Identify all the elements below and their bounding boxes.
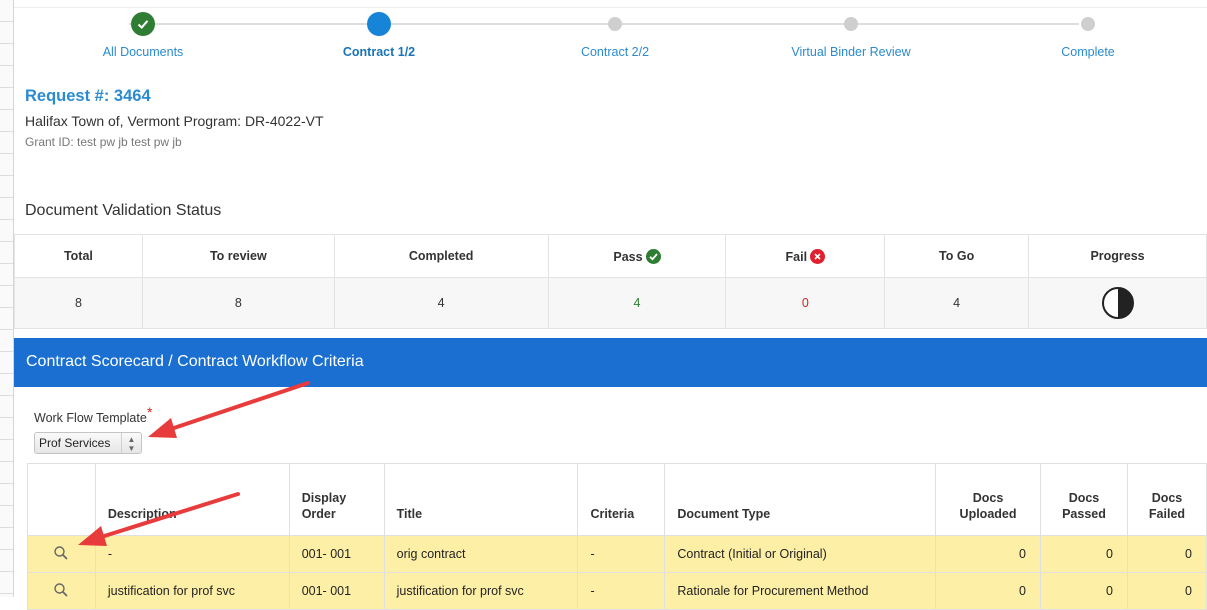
magnifier-icon[interactable]: [53, 545, 69, 561]
cell-description: justification for prof svc: [94, 572, 290, 610]
validation-status-table: Total To review Completed Pass Fail To G…: [14, 234, 1207, 329]
spreadsheet-gutter: [0, 0, 14, 597]
header-line: Order: [301, 507, 336, 521]
cell-criteria: -: [577, 535, 666, 573]
cell-docs-uploaded: 0: [935, 535, 1041, 573]
value-fail: 0: [725, 277, 886, 329]
active-step-dot: [367, 12, 391, 36]
request-title: Request #: 3464: [25, 87, 151, 105]
table-row: 8 8 4 4 0 4: [14, 277, 1207, 329]
x-circle-icon: [810, 248, 826, 264]
header-pass: Pass: [547, 234, 727, 278]
pass-label: Pass: [613, 249, 643, 264]
header-display-order[interactable]: Display Order: [288, 463, 385, 536]
criteria-table: Description Display Order Title Criteria …: [27, 463, 1207, 610]
header-line: Docs: [1151, 491, 1183, 505]
cell-title: orig contract: [383, 535, 579, 573]
table-header-row: Description Display Order Title Criteria …: [27, 463, 1207, 536]
pending-step-dot: [1081, 17, 1095, 31]
step-label: All Documents: [102, 45, 184, 59]
pending-step-dot: [608, 17, 622, 31]
validation-status-title: Document Validation Status: [25, 202, 222, 219]
table-header-row: Total To review Completed Pass Fail To G…: [14, 234, 1207, 278]
cell-title: justification for prof svc: [383, 572, 579, 610]
header-to-review: To review: [141, 234, 335, 278]
grant-id: Grant ID: test pw jb test pw jb: [25, 135, 182, 149]
header-docs-passed[interactable]: Docs Passed: [1040, 463, 1128, 536]
value-total: 8: [14, 277, 143, 329]
workflow-template-select[interactable]: Prof Services ▲ ▼: [34, 432, 142, 454]
step-label: Contract 2/2: [580, 45, 650, 59]
header-completed: Completed: [333, 234, 549, 278]
step-label: Complete: [1061, 45, 1115, 59]
cell-description: -: [94, 535, 290, 573]
request-subtitle: Halifax Town of, Vermont Program: DR-402…: [25, 113, 324, 129]
annotation-arrow-workflow: [148, 381, 310, 438]
workflow-stepper: All Documents Contract 1/2 Contract 2/2 …: [14, 0, 1207, 70]
required-marker: *: [147, 404, 153, 420]
header-description[interactable]: Description: [94, 463, 290, 536]
cell-display-order: 001- 001: [288, 535, 385, 573]
check-circle-icon: [645, 248, 661, 264]
cell-docs-passed: 0: [1040, 535, 1128, 573]
header-document-type[interactable]: Document Type: [664, 463, 937, 536]
scorecard-panel-header: Contract Scorecard / Contract Workflow C…: [14, 338, 1207, 387]
header-title[interactable]: Title: [383, 463, 579, 536]
header-docs-uploaded[interactable]: Docs Uploaded: [935, 463, 1041, 536]
cell-docs-failed: 0: [1126, 572, 1207, 610]
half-circle-progress-icon: [1101, 287, 1134, 319]
select-arrows-icon: ▲ ▼: [121, 433, 141, 453]
header-criteria[interactable]: Criteria: [577, 463, 666, 536]
header-line: Docs: [972, 491, 1004, 505]
header-docs-failed[interactable]: Docs Failed: [1126, 463, 1207, 536]
stepper-track: [129, 23, 1079, 25]
header-total: Total: [14, 234, 143, 278]
header-actions: [27, 463, 96, 536]
value-progress: [1028, 277, 1207, 329]
header-line: Passed: [1062, 507, 1106, 521]
row-action-cell: [27, 572, 96, 610]
cell-docs-uploaded: 0: [935, 572, 1041, 610]
cell-docs-passed: 0: [1040, 572, 1128, 610]
cell-docs-failed: 0: [1126, 535, 1207, 573]
header-to-go: To Go: [884, 234, 1030, 278]
cell-criteria: -: [577, 572, 666, 610]
header-line: Uploaded: [959, 507, 1017, 521]
workflow-template-value: Prof Services: [39, 436, 111, 450]
table-row[interactable]: - 001- 001 orig contract - Contract (Ini…: [27, 535, 1207, 573]
value-to-review: 8: [141, 277, 335, 329]
cell-display-order: 001- 001: [288, 572, 385, 610]
header-fail: Fail: [725, 234, 886, 278]
fail-label: Fail: [785, 249, 808, 264]
top-divider: [14, 7, 1207, 8]
value-pass: 4: [547, 277, 727, 329]
step-label: Contract 1/2: [342, 45, 416, 59]
table-row[interactable]: justification for prof svc 001- 001 just…: [27, 572, 1207, 610]
header-line: Docs: [1068, 491, 1100, 505]
check-icon: [131, 12, 155, 36]
workflow-template-label: Work Flow Template: [34, 411, 147, 425]
header-line: Failed: [1148, 507, 1186, 521]
header-progress: Progress: [1028, 234, 1207, 278]
header-line: Display: [301, 491, 347, 505]
cell-document-type: Contract (Initial or Original): [664, 535, 937, 573]
pending-step-dot: [844, 17, 858, 31]
row-action-cell: [27, 535, 96, 573]
value-completed: 4: [333, 277, 549, 329]
magnifier-icon[interactable]: [53, 582, 69, 598]
value-to-go: 4: [884, 277, 1030, 329]
cell-document-type: Rationale for Procurement Method: [664, 572, 937, 610]
step-label: Virtual Binder Review: [791, 45, 911, 59]
